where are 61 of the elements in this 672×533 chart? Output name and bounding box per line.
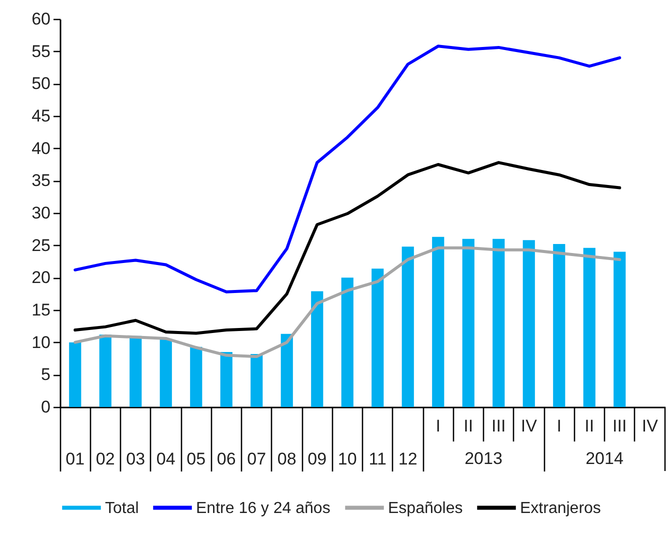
y-tick-label: 10: [32, 332, 50, 352]
y-tick-label: 35: [32, 171, 50, 190]
bar: [99, 334, 112, 407]
line-series: [74, 246, 622, 358]
x-tick-label: III: [612, 416, 627, 436]
x-tick-label: 06: [216, 450, 236, 468]
bar: [311, 291, 324, 407]
y-tick-label: 60: [32, 10, 50, 28]
y-tick-label: 50: [32, 74, 50, 94]
line-series: [74, 161, 622, 335]
x-tick-label: 09: [308, 450, 327, 468]
x-tick-label: 01: [66, 450, 85, 468]
y-tick-label: 15: [32, 300, 50, 320]
x-tick-label: 07: [247, 450, 266, 468]
text: 2014: [586, 449, 624, 468]
bar: [432, 236, 444, 407]
y-tick-label: 40: [32, 138, 50, 158]
legend-label: Extranjeros: [520, 500, 601, 517]
bar: [280, 334, 293, 407]
x-tick-label: IV: [520, 416, 538, 436]
bar: [220, 352, 232, 407]
bar: [522, 240, 535, 407]
x-tick-label: 02: [96, 450, 115, 468]
x-tick-label: I: [436, 416, 440, 436]
x-tick-label: 10: [338, 450, 357, 468]
bar: [492, 238, 505, 407]
y-tick-label: 25: [32, 236, 50, 255]
x-tick-label: 08: [277, 450, 296, 468]
y-tick-label: 45: [32, 106, 50, 126]
line-series: [74, 44, 622, 294]
x-tick-label: 04: [156, 450, 176, 468]
bar: [341, 278, 354, 407]
y-tick-label: 0: [41, 398, 50, 416]
bar: [160, 339, 172, 407]
y-tick-label: 30: [32, 204, 50, 222]
y-tick-label: 5: [41, 365, 50, 384]
x-tick-label: 05: [186, 450, 206, 468]
x-tick-label: 12: [398, 450, 418, 468]
x-tick-label: II: [584, 416, 594, 436]
bar: [250, 354, 263, 407]
x-tick-label: 11: [368, 450, 386, 468]
bar: [583, 248, 596, 407]
bar: [190, 346, 202, 407]
x-tick-label: III: [492, 416, 506, 436]
legend-label: Entre 16 y 24 años: [196, 500, 330, 517]
x-tick-label: IV: [642, 416, 659, 436]
bar: [372, 268, 384, 407]
x-tick-label: I: [556, 416, 562, 436]
bar: [553, 244, 566, 407]
bar: [69, 342, 82, 407]
x-tick-label: II: [464, 416, 474, 436]
text: 2013: [464, 449, 502, 468]
bar: [402, 246, 414, 407]
bar: [130, 336, 142, 407]
y-tick-label: 20: [32, 268, 50, 288]
legend-label: Españoles: [388, 500, 463, 517]
bar: [462, 238, 474, 407]
y-tick-label: 55: [32, 42, 50, 61]
x-tick-label: 03: [126, 450, 146, 468]
bar: [614, 252, 626, 407]
legend-label: Total: [105, 500, 139, 517]
